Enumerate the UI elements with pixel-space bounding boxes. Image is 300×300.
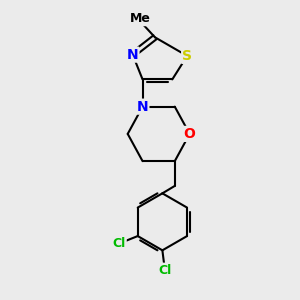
Text: S: S: [182, 49, 192, 63]
Text: O: O: [184, 127, 196, 141]
Text: Me: Me: [130, 12, 151, 25]
Text: Cl: Cl: [112, 237, 126, 250]
Text: N: N: [127, 48, 139, 62]
Text: Cl: Cl: [158, 264, 172, 277]
Text: N: N: [137, 100, 148, 114]
